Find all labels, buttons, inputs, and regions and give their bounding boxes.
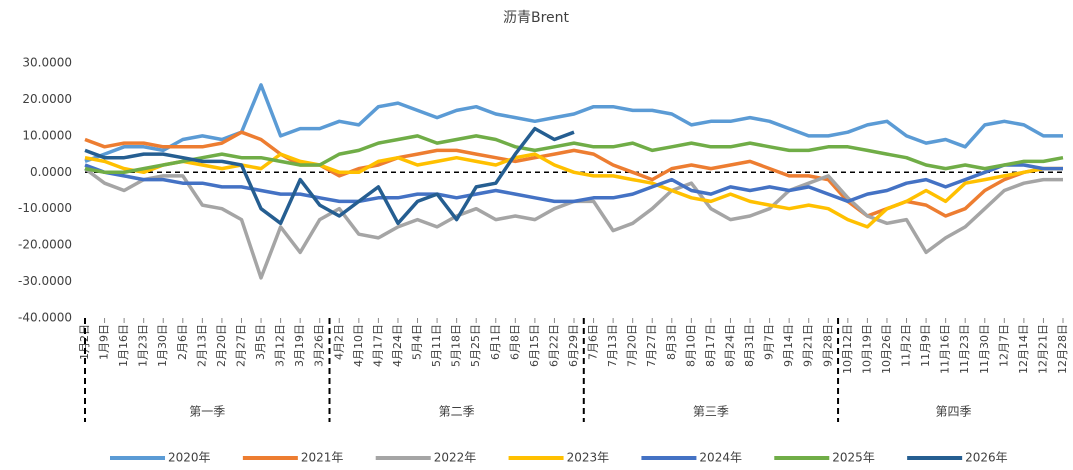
legend-label: 2023年: [567, 451, 610, 465]
x-tick-label: 7月27日: [645, 324, 658, 367]
quarter-label: 第四季: [936, 405, 972, 419]
x-tick-label: 5月4日: [411, 324, 424, 360]
x-tick-label: 1月23日: [137, 324, 150, 367]
x-tick-label: 4月10日: [352, 324, 365, 367]
x-tick-label: 9月7日: [763, 324, 776, 360]
x-tick-label: 7月13日: [606, 324, 619, 367]
y-tick-label: 10.0000: [22, 128, 72, 142]
x-tick-label: 3月12日: [274, 324, 287, 367]
y-tick-label: -20.0000: [18, 238, 72, 252]
quarter-label: 第二季: [439, 405, 475, 419]
y-tick-label: 30.0000: [22, 56, 72, 70]
y-tick-label: -10.0000: [18, 201, 72, 215]
series-line: [84, 134, 1064, 175]
x-tick-label: 12月14日: [1017, 324, 1030, 374]
x-tick-label: 8月24日: [723, 324, 736, 367]
x-tick-label: 8月3日: [665, 324, 678, 360]
x-tick-label: 2月6日: [176, 324, 189, 360]
x-tick-label: 6月15日: [528, 324, 541, 367]
legend-label: 2020年: [168, 451, 211, 465]
quarter-label: 第三季: [693, 405, 729, 419]
x-tick-label: 12月7日: [997, 324, 1010, 367]
x-tick-label: 2月20日: [215, 324, 228, 367]
x-tick-label: 10月19日: [860, 324, 873, 374]
legend-label: 2026年: [965, 451, 1008, 465]
series-line: [84, 83, 1063, 164]
x-tick-label: 11月9日: [919, 324, 932, 367]
x-tick-label: 6月1日: [489, 324, 502, 360]
x-tick-label: 11月16日: [939, 324, 952, 374]
y-tick-label: 20.0000: [22, 92, 72, 106]
x-tick-label: 5月11日: [430, 324, 443, 367]
y-tick-label: -40.0000: [18, 311, 72, 325]
y-tick-label: 0.0000: [30, 165, 72, 179]
x-tick-label: 8月10日: [684, 324, 697, 367]
series-line: [84, 163, 1063, 204]
x-tick-label: 8月17日: [704, 324, 717, 367]
x-tick-label: 2月13日: [195, 324, 208, 367]
series-line: [84, 126, 575, 226]
chart-title: 沥青Brent: [503, 10, 570, 26]
legend-label: 2025年: [832, 451, 875, 465]
x-tick-label: 3月5日: [254, 324, 267, 360]
x-tick-label: 5月25日: [469, 324, 482, 367]
x-tick-label: 11月30日: [978, 324, 991, 374]
x-tick-label: 1月30日: [156, 324, 169, 367]
series-line: [83, 167, 1063, 280]
x-tick-label: 4月2日: [332, 324, 345, 360]
quarter-label: 第一季: [189, 405, 225, 419]
x-tick-label: 1月16日: [117, 324, 130, 367]
x-tick-label: 4月17日: [371, 324, 384, 367]
x-tick-label: 3月26日: [313, 324, 326, 367]
x-tick-label: 6月29日: [567, 324, 580, 367]
x-tick-label: 4月24日: [391, 324, 404, 367]
x-tick-label: 5月18日: [450, 324, 463, 367]
legend-label: 2021年: [301, 451, 344, 465]
x-tick-label: 11月2日: [900, 324, 913, 367]
x-tick-label: 10月26日: [880, 324, 893, 374]
x-tick-label: 3月19日: [293, 324, 306, 367]
x-tick-label: 10月12日: [841, 324, 854, 374]
x-tick-label: 6月8日: [508, 324, 521, 360]
x-tick-label: 1月9日: [98, 324, 111, 360]
x-tick-label: 12月28日: [1056, 324, 1069, 374]
x-tick-label: 9月28日: [821, 324, 834, 367]
x-tick-label: 2月27日: [234, 324, 247, 367]
x-tick-label: 9月14日: [782, 324, 795, 367]
x-tick-label: 6月22日: [547, 324, 560, 367]
x-tick-label: 12月21日: [1036, 324, 1049, 374]
legend-label: 2024年: [699, 451, 742, 465]
x-tick-label: 8月31日: [743, 324, 756, 367]
x-tick-label: 9月21日: [802, 324, 815, 367]
series-line: [84, 152, 1063, 229]
legend-label: 2022年: [434, 451, 477, 465]
x-tick-label: 7月6日: [587, 324, 600, 360]
x-tick-label: 7月20日: [626, 324, 639, 367]
x-tick-label: 11月23日: [958, 324, 971, 374]
y-tick-label: -30.0000: [18, 274, 72, 288]
